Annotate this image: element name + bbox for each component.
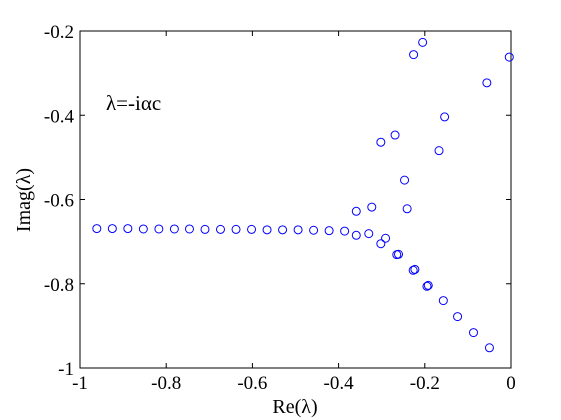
y-tick-label: -0.2 (44, 22, 74, 43)
data-point (278, 225, 288, 235)
annotation-text: λ=-iαc (106, 91, 161, 115)
data-point (169, 224, 179, 234)
data-point (453, 312, 463, 322)
y-tick-label: -1 (58, 359, 74, 380)
x-tick-label: -1 (72, 373, 88, 394)
data-point (376, 137, 386, 147)
data-point (422, 281, 432, 291)
x-tick-label: -0.4 (324, 373, 355, 394)
data-point (482, 78, 492, 88)
data-point (400, 175, 410, 185)
data-point (484, 343, 494, 353)
x-tick-label: -0.8 (151, 373, 181, 394)
data-point (138, 224, 148, 234)
data-point (184, 224, 194, 234)
data-point (247, 224, 257, 234)
y-tick-label: -0.4 (44, 106, 75, 127)
data-point (409, 50, 419, 60)
data-point (504, 52, 514, 62)
data-point (394, 249, 404, 259)
data-point (469, 328, 479, 338)
data-point (402, 204, 412, 214)
data-point (367, 202, 377, 212)
data-point (376, 239, 386, 249)
data-point (231, 224, 241, 234)
data-point (200, 224, 210, 234)
data-point (216, 224, 226, 234)
x-tick-label: -0.6 (237, 373, 267, 394)
data-point (309, 225, 319, 235)
data-point (262, 225, 272, 235)
data-point (351, 206, 361, 216)
data-point (340, 226, 350, 236)
data-point (351, 230, 361, 240)
data-point (324, 226, 334, 236)
data-points (92, 37, 514, 353)
x-tick-label: -0.2 (410, 373, 440, 394)
y-tick-label: -0.8 (44, 275, 74, 296)
x-axis-label: Re(λ) (272, 396, 317, 418)
data-point (293, 225, 303, 235)
tick-labels: -1 -0.8 -0.6 -0.4 -0.2 0 -1 -0.8 -0.6 -0.4 -0.2 (44, 22, 516, 394)
data-point (364, 229, 374, 239)
data-point (92, 224, 102, 234)
plot-area (79, 30, 512, 369)
data-point (107, 224, 117, 234)
y-tick-label: -0.6 (44, 191, 74, 212)
data-point (390, 130, 400, 140)
data-point (123, 224, 133, 234)
data-point (408, 265, 418, 275)
data-point (154, 224, 164, 234)
y-axis-label: Imag(λ) (13, 168, 35, 232)
data-point (418, 37, 428, 47)
data-point (434, 146, 444, 156)
data-point (410, 264, 420, 274)
data-point (440, 112, 450, 122)
x-tick-label: 0 (506, 373, 516, 394)
data-point (381, 233, 391, 243)
data-point (423, 280, 433, 290)
ticks (79, 30, 512, 369)
data-point (438, 296, 448, 306)
